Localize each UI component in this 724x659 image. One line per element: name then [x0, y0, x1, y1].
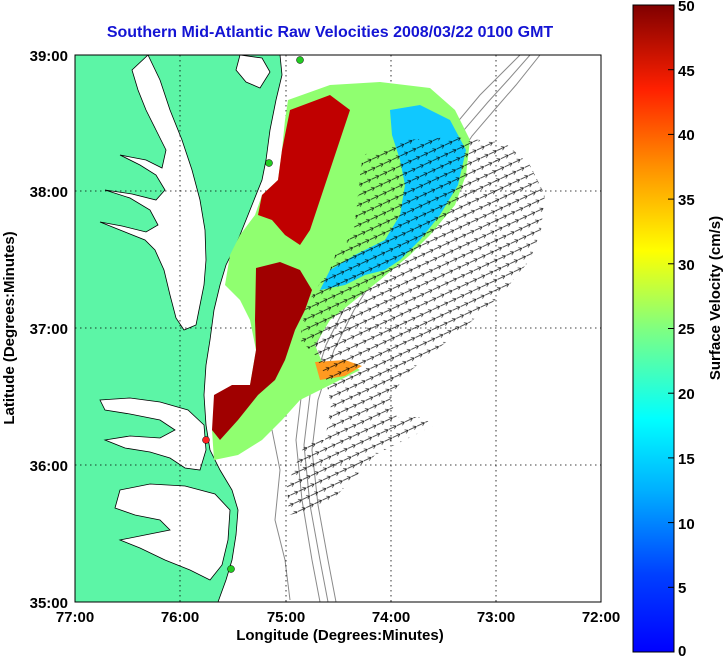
y-tick-label: 37:00 [30, 321, 68, 338]
colorbar-label: Surface Velocity (cm/s) [707, 216, 724, 380]
y-tick-label: 35:00 [30, 595, 68, 612]
colorbar-ticks [668, 69, 674, 588]
delaware-bay [235, 55, 271, 89]
plot-frame [74, 54, 602, 603]
colorbar-tick-label: 35 [678, 192, 695, 209]
station-marker [227, 565, 235, 573]
colorbar-tick-label: 25 [678, 321, 695, 338]
colorbar-tick-label: 30 [678, 257, 695, 274]
colorbar-tick-label: 5 [678, 580, 686, 597]
station-marker [265, 159, 273, 167]
velocity-high-speed-south [212, 262, 312, 440]
x-tick-label: 77:00 [56, 609, 94, 626]
station-markers [202, 56, 304, 573]
chesapeake-bay [99, 55, 207, 331]
pamlico-sound [114, 483, 231, 581]
map-title: Southern Mid-Atlantic Raw Velocities 200… [106, 24, 554, 41]
x-tick-label: 75:00 [267, 609, 305, 626]
station-marker [202, 436, 210, 444]
colorbar-tick-label: 10 [678, 516, 695, 533]
colorbar-tick-label: 45 [678, 63, 695, 80]
y-tick-label: 36:00 [30, 458, 68, 475]
colorbar-tick-label: 40 [678, 127, 695, 144]
y-axis: 39:00 38:00 37:00 36:00 35:00 Latitude (… [1, 48, 68, 612]
y-axis-label: Latitude (Degrees:Minutes) [1, 231, 18, 424]
colorbar-tick-label: 0 [678, 643, 686, 659]
colorbar-tick-label: 20 [678, 386, 695, 403]
x-axis: 77:00 76:00 75:00 74:00 73:00 72:00 Long… [56, 609, 620, 644]
colorbar: 50 45 40 35 30 25 20 15 10 5 0 Surface V… [632, 0, 724, 659]
land-mass [75, 55, 283, 602]
y-tick-label: 39:00 [30, 48, 68, 65]
x-tick-label: 74:00 [372, 609, 410, 626]
x-tick-label: 72:00 [582, 609, 620, 626]
y-tick-label: 38:00 [30, 184, 68, 201]
station-marker [296, 56, 304, 64]
colorbar-tick-label: 15 [678, 451, 695, 468]
x-axis-label: Longitude (Degrees:Minutes) [236, 627, 444, 644]
colorbar-tick-label: 50 [678, 0, 695, 15]
x-tick-label: 73:00 [477, 609, 515, 626]
velocity-high-speed [258, 95, 350, 245]
colorbar-scale [632, 4, 675, 653]
albemarle-sound [99, 397, 207, 471]
x-tick-label: 76:00 [161, 609, 199, 626]
